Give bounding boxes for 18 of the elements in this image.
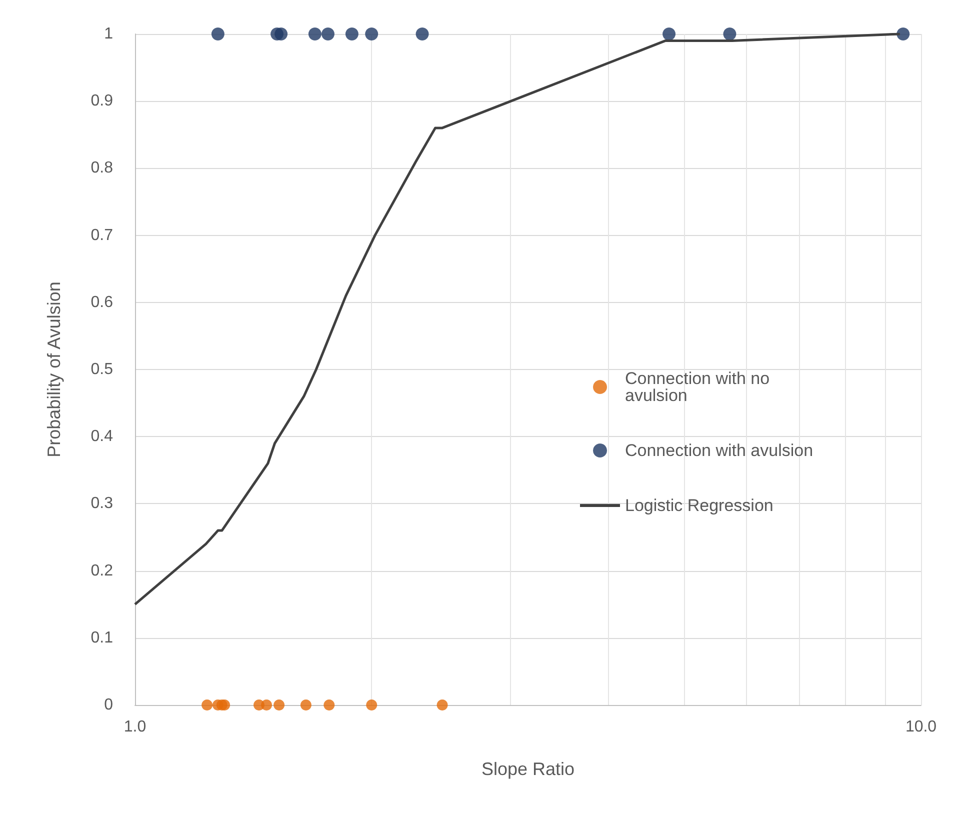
y-tick-label: 0.9 bbox=[90, 92, 114, 110]
y-tick-label: 0 bbox=[104, 696, 114, 714]
y-tick-label: 0.5 bbox=[90, 361, 114, 378]
legend-label: Logistic Regression bbox=[625, 496, 774, 515]
y-tick-label: 0.7 bbox=[90, 226, 114, 244]
x-tick-label: 1.0 bbox=[124, 718, 146, 736]
y-tick-label: 0.6 bbox=[90, 294, 114, 311]
legend-label: Connection with no avulsion bbox=[625, 369, 774, 405]
y-tick-label: 0.4 bbox=[90, 428, 114, 446]
legend-label: Connection with avulsion bbox=[625, 441, 814, 460]
y-tick-label: 0.1 bbox=[90, 629, 114, 646]
x-tick-label: 10.0 bbox=[905, 718, 937, 736]
x-axis-title: Slope Ratio bbox=[481, 759, 575, 779]
y-tick-label: 0.2 bbox=[90, 562, 114, 580]
y-tick-label: 1 bbox=[104, 26, 114, 42]
y-tick-label: 0.3 bbox=[90, 495, 114, 512]
y-axis-title: Probability of Avulsion bbox=[44, 282, 64, 458]
y-tick-label: 0.8 bbox=[90, 160, 114, 177]
